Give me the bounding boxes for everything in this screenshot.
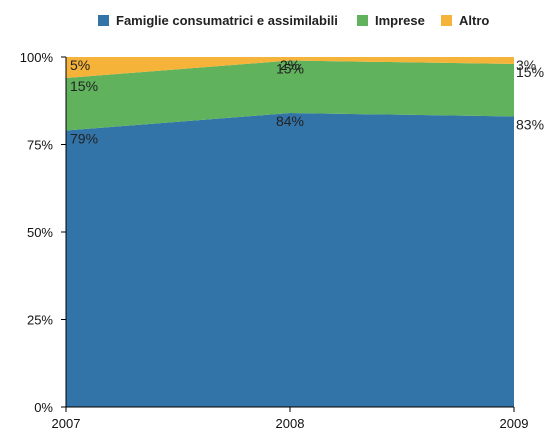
data-label-s3-2: 2% [280,57,300,73]
y-tick-label-5: 100% [20,50,54,65]
data-label-s1-3: 83% [516,117,544,133]
legend-label-2: Imprese [375,13,425,28]
data-label-s3-1: 5% [70,57,90,73]
data-labels: 79% 84% 83% 15% 15% 15% 5% 2% 3% [70,57,544,147]
area-series-2 [66,60,514,131]
x-tick-label-1: 2007 [52,416,81,431]
area-series-3 [66,57,514,78]
data-label-s2-2: 15% [276,61,304,77]
legend-label-3: Altro [459,13,489,28]
y-tick-label-1: 0% [34,400,53,415]
data-label-s2-1: 15% [70,78,98,94]
legend-swatch-1 [98,15,109,26]
y-tick-label-2: 25% [27,313,53,328]
data-label-s2-3: 15% [516,64,544,80]
legend-label-1: Famiglie consumatrici e assimilabili [116,13,338,28]
y-tick-label-3: 50% [27,225,53,240]
y-axis: 0% 25% 50% 75% 100% [20,50,67,415]
x-tick-label-3: 2009 [500,416,529,431]
data-label-s3-3: 3% [516,57,536,73]
data-label-s1-1: 79% [70,131,98,147]
data-label-s1-2: 84% [276,113,304,129]
legend: Famiglie consumatrici e assimilabili Impr… [98,13,489,28]
x-axis: 2007 2008 2009 [52,406,529,431]
plot-areas [66,57,514,407]
x-tick-label-2: 2008 [276,416,305,431]
area-series-1 [66,113,514,407]
legend-swatch-3 [441,15,452,26]
legend-swatch-2 [357,15,368,26]
y-tick-label-4: 75% [27,138,53,153]
